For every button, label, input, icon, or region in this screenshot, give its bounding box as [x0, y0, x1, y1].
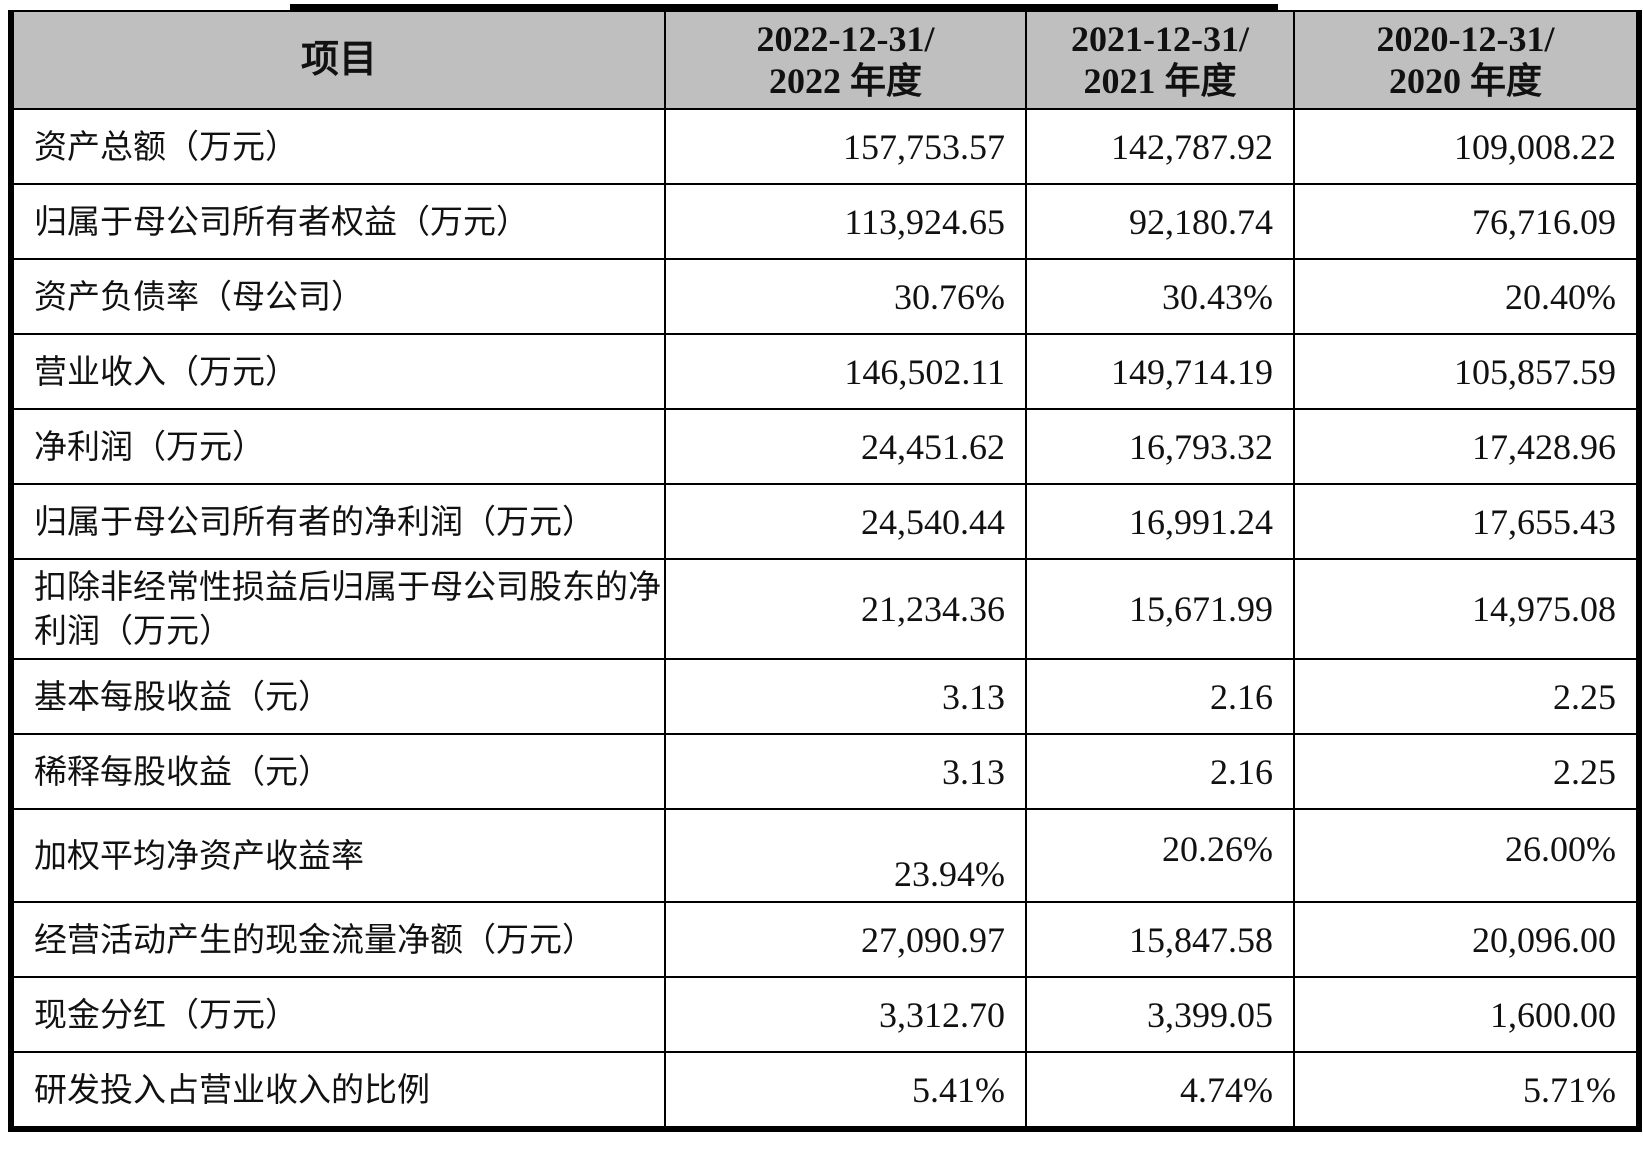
value-2021: 2.16	[1025, 733, 1295, 810]
header-2020-date: 2020-12-31/	[1376, 19, 1555, 59]
value-2022: 24,540.44	[664, 483, 1027, 560]
value-2021: 15,671.99	[1025, 558, 1295, 660]
value-2022: 113,924.65	[664, 183, 1027, 260]
header-2021-year: 2021 年度	[1083, 61, 1237, 101]
row-label: 归属于母公司所有者的净利润（万元）	[10, 483, 666, 560]
header-2021: 2021-12-31/ 2021 年度	[1025, 10, 1295, 110]
value-2020: 5.71%	[1293, 1051, 1640, 1130]
value-2020: 109,008.22	[1293, 108, 1640, 185]
value-2022: 146,502.11	[664, 333, 1027, 410]
table-row: 归属于母公司所有者的净利润（万元） 24,540.44 16,991.24 17…	[10, 483, 1640, 560]
value-2021: 149,714.19	[1025, 333, 1295, 410]
value-2021: 2.16	[1025, 658, 1295, 735]
header-row: 项目 2022-12-31/ 2022 年度 2021-12-31/ 2021 …	[10, 10, 1640, 110]
value-2022: 30.76%	[664, 258, 1027, 335]
value-2022: 3.13	[664, 733, 1027, 810]
value-2020: 14,975.08	[1293, 558, 1640, 660]
row-label: 经营活动产生的现金流量净额（万元）	[10, 901, 666, 978]
row-label: 加权平均净资产收益率	[10, 808, 666, 903]
row-label: 基本每股收益（元）	[10, 658, 666, 735]
value-2021: 3,399.05	[1025, 976, 1295, 1053]
row-label: 扣除非经常性损益后归属于母公司股东的净利润（万元）	[10, 558, 666, 660]
value-2020: 1,600.00	[1293, 976, 1640, 1053]
table-row: 净利润（万元） 24,451.62 16,793.32 17,428.96	[10, 408, 1640, 485]
value-2022: 5.41%	[664, 1051, 1027, 1130]
value-2022: 27,090.97	[664, 901, 1027, 978]
value-2020: 2.25	[1293, 733, 1640, 810]
value-2020: 105,857.59	[1293, 333, 1640, 410]
row-label: 资产总额（万元）	[10, 108, 666, 185]
financial-summary-table-container: 项目 2022-12-31/ 2022 年度 2021-12-31/ 2021 …	[8, 10, 1642, 1132]
table-top-border	[290, 4, 1278, 10]
row-label: 营业收入（万元）	[10, 333, 666, 410]
row-label: 研发投入占营业收入的比例	[10, 1051, 666, 1130]
value-2022: 3,312.70	[664, 976, 1027, 1053]
value-2021: 4.74%	[1025, 1051, 1295, 1130]
value-2022: 157,753.57	[664, 108, 1027, 185]
table-row: 营业收入（万元） 146,502.11 149,714.19 105,857.5…	[10, 333, 1640, 410]
value-2021: 16,991.24	[1025, 483, 1295, 560]
table-row: 资产负债率（母公司） 30.76% 30.43% 20.40%	[10, 258, 1640, 335]
value-2021: 15,847.58	[1025, 901, 1295, 978]
value-2020: 20,096.00	[1293, 901, 1640, 978]
value-2021: 30.43%	[1025, 258, 1295, 335]
header-2022-date: 2022-12-31/	[756, 19, 935, 59]
row-label: 稀释每股收益（元）	[10, 733, 666, 810]
value-2022: 21,234.36	[664, 558, 1027, 660]
table-row: 归属于母公司所有者权益（万元） 113,924.65 92,180.74 76,…	[10, 183, 1640, 260]
row-label: 净利润（万元）	[10, 408, 666, 485]
value-2021: 20.26%	[1025, 808, 1295, 903]
row-label: 归属于母公司所有者权益（万元）	[10, 183, 666, 260]
value-2021: 92,180.74	[1025, 183, 1295, 260]
row-label: 现金分红（万元）	[10, 976, 666, 1053]
value-2022: 3.13	[664, 658, 1027, 735]
header-2021-date: 2021-12-31/	[1071, 19, 1249, 59]
header-2022-year: 2022 年度	[768, 61, 922, 101]
value-2020: 20.40%	[1293, 258, 1640, 335]
value-2020: 2.25	[1293, 658, 1640, 735]
table-row: 研发投入占营业收入的比例 5.41% 4.74% 5.71%	[10, 1051, 1640, 1130]
header-item: 项目	[10, 10, 666, 110]
financial-summary-table: 项目 2022-12-31/ 2022 年度 2021-12-31/ 2021 …	[8, 10, 1642, 1132]
table-row: 资产总额（万元） 157,753.57 142,787.92 109,008.2…	[10, 108, 1640, 185]
table-row: 现金分红（万元） 3,312.70 3,399.05 1,600.00	[10, 976, 1640, 1053]
value-2020: 26.00%	[1293, 808, 1640, 903]
value-2022: 23.94%	[664, 808, 1027, 903]
table-row: 稀释每股收益（元） 3.13 2.16 2.25	[10, 733, 1640, 810]
value-2020: 76,716.09	[1293, 183, 1640, 260]
value-2020: 17,428.96	[1293, 408, 1640, 485]
value-2020: 17,655.43	[1293, 483, 1640, 560]
value-2021: 16,793.32	[1025, 408, 1295, 485]
value-2021: 142,787.92	[1025, 108, 1295, 185]
table-row: 经营活动产生的现金流量净额（万元） 27,090.97 15,847.58 20…	[10, 901, 1640, 978]
table-row: 基本每股收益（元） 3.13 2.16 2.25	[10, 658, 1640, 735]
table-row: 加权平均净资产收益率 23.94% 20.26% 26.00%	[10, 808, 1640, 903]
value-2022: 24,451.62	[664, 408, 1027, 485]
header-2020: 2020-12-31/ 2020 年度	[1293, 10, 1640, 110]
table-row: 扣除非经常性损益后归属于母公司股东的净利润（万元） 21,234.36 15,6…	[10, 558, 1640, 660]
header-2020-year: 2020 年度	[1388, 61, 1542, 101]
row-label: 资产负债率（母公司）	[10, 258, 666, 335]
header-2022: 2022-12-31/ 2022 年度	[664, 10, 1027, 110]
